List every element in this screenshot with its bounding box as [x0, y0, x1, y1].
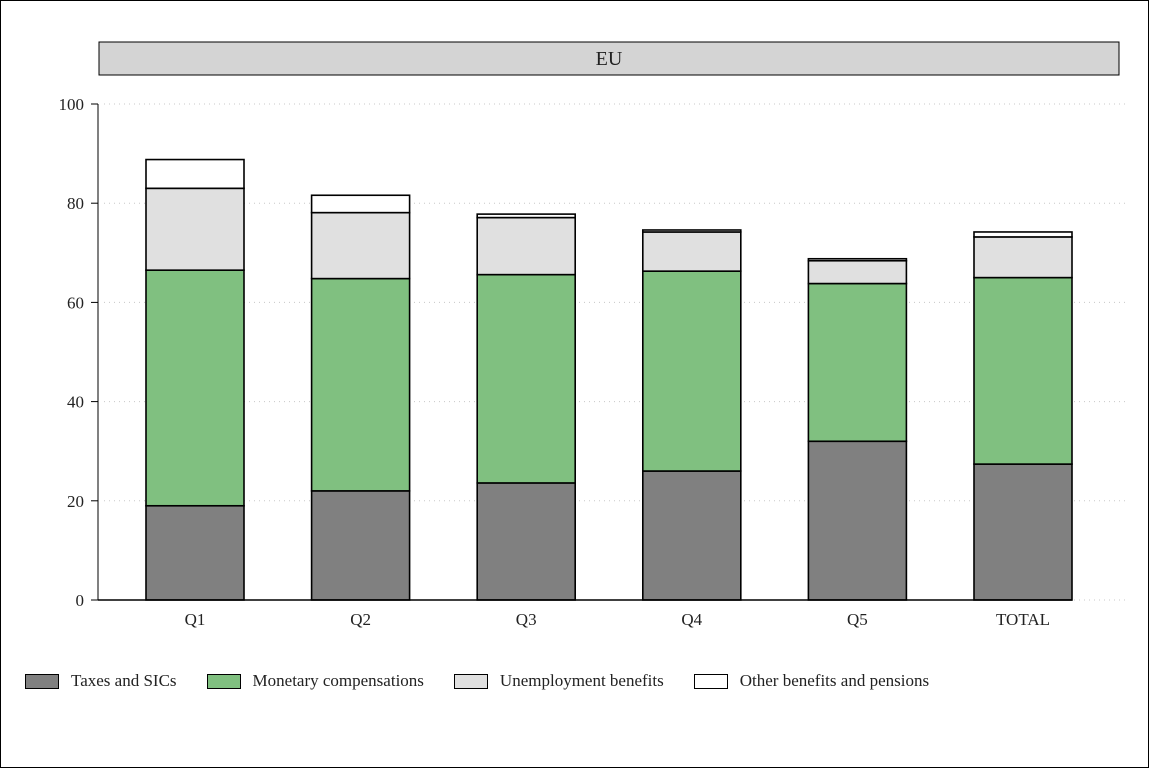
y-tick-label: 20: [67, 492, 84, 511]
legend-swatch: [453, 673, 488, 689]
y-tick-label: 100: [59, 95, 85, 114]
bar-segment: [641, 470, 742, 601]
x-tick-label: Q1: [185, 610, 206, 629]
legend-item: Taxes and SICs: [25, 671, 177, 691]
legend-label: Unemployment benefits: [499, 671, 664, 690]
bar-segment: [641, 231, 742, 272]
bar-segment: [641, 270, 742, 472]
bar-segment: [476, 216, 577, 276]
x-tick-label: TOTAL: [996, 610, 1050, 629]
bar-segment: [310, 490, 411, 601]
y-tick-label: 80: [67, 194, 84, 213]
bar-segment: [807, 440, 908, 601]
bar-segment: [973, 236, 1073, 279]
axis-layer: 0 20 40 60 80 100 Q1 Q2 Q3 Q4 Q5 TOTAL: [59, 95, 1072, 629]
bar-segment: [145, 187, 245, 271]
legend-swatch: [693, 673, 728, 689]
bar-segment: [973, 276, 1073, 465]
grid-layer: [104, 103, 1126, 601]
bar-segment: [807, 282, 908, 443]
bar-segment: [476, 482, 577, 601]
bar-segment: [973, 463, 1073, 601]
legend-label: Monetary compensations: [252, 671, 424, 690]
bar-segment: [807, 257, 908, 262]
bar-segment: [310, 277, 411, 492]
legend-label: Taxes and SICs: [71, 671, 177, 690]
bar-segment: [145, 158, 245, 190]
bar-segment: [145, 504, 245, 601]
bar-segment: [476, 273, 577, 484]
legend-item: Unemployment benefits: [453, 671, 664, 691]
bars-layer: [145, 158, 1073, 601]
x-tick-label: Q3: [516, 610, 537, 629]
y-tick-label: 0: [76, 591, 85, 610]
legend-item: Other benefits and pensions: [693, 671, 930, 691]
bar-segment: [310, 194, 411, 214]
bar-segment: [807, 259, 908, 285]
x-tick-label: Q2: [350, 610, 371, 629]
legend-item: Monetary compensations: [206, 671, 424, 691]
legend-label: Other benefits and pensions: [739, 671, 930, 690]
legend: Taxes and SICs Monetary compensations Unem…: [25, 669, 1135, 693]
bar-segment: [476, 213, 577, 219]
legend-swatch: [206, 673, 241, 689]
y-tick-label: 60: [67, 293, 84, 312]
x-tick-label: Q4: [681, 610, 702, 629]
bar-segment: [973, 231, 1073, 238]
bar-segment: [641, 229, 742, 233]
legend-swatch: [25, 673, 59, 689]
title-bar: [98, 41, 1120, 76]
y-tick-label: 40: [67, 393, 84, 412]
bar-segment: [145, 269, 245, 507]
bar-segment: [310, 211, 411, 280]
chart-title: EU: [596, 48, 623, 70]
x-tick-label: Q5: [847, 610, 868, 629]
